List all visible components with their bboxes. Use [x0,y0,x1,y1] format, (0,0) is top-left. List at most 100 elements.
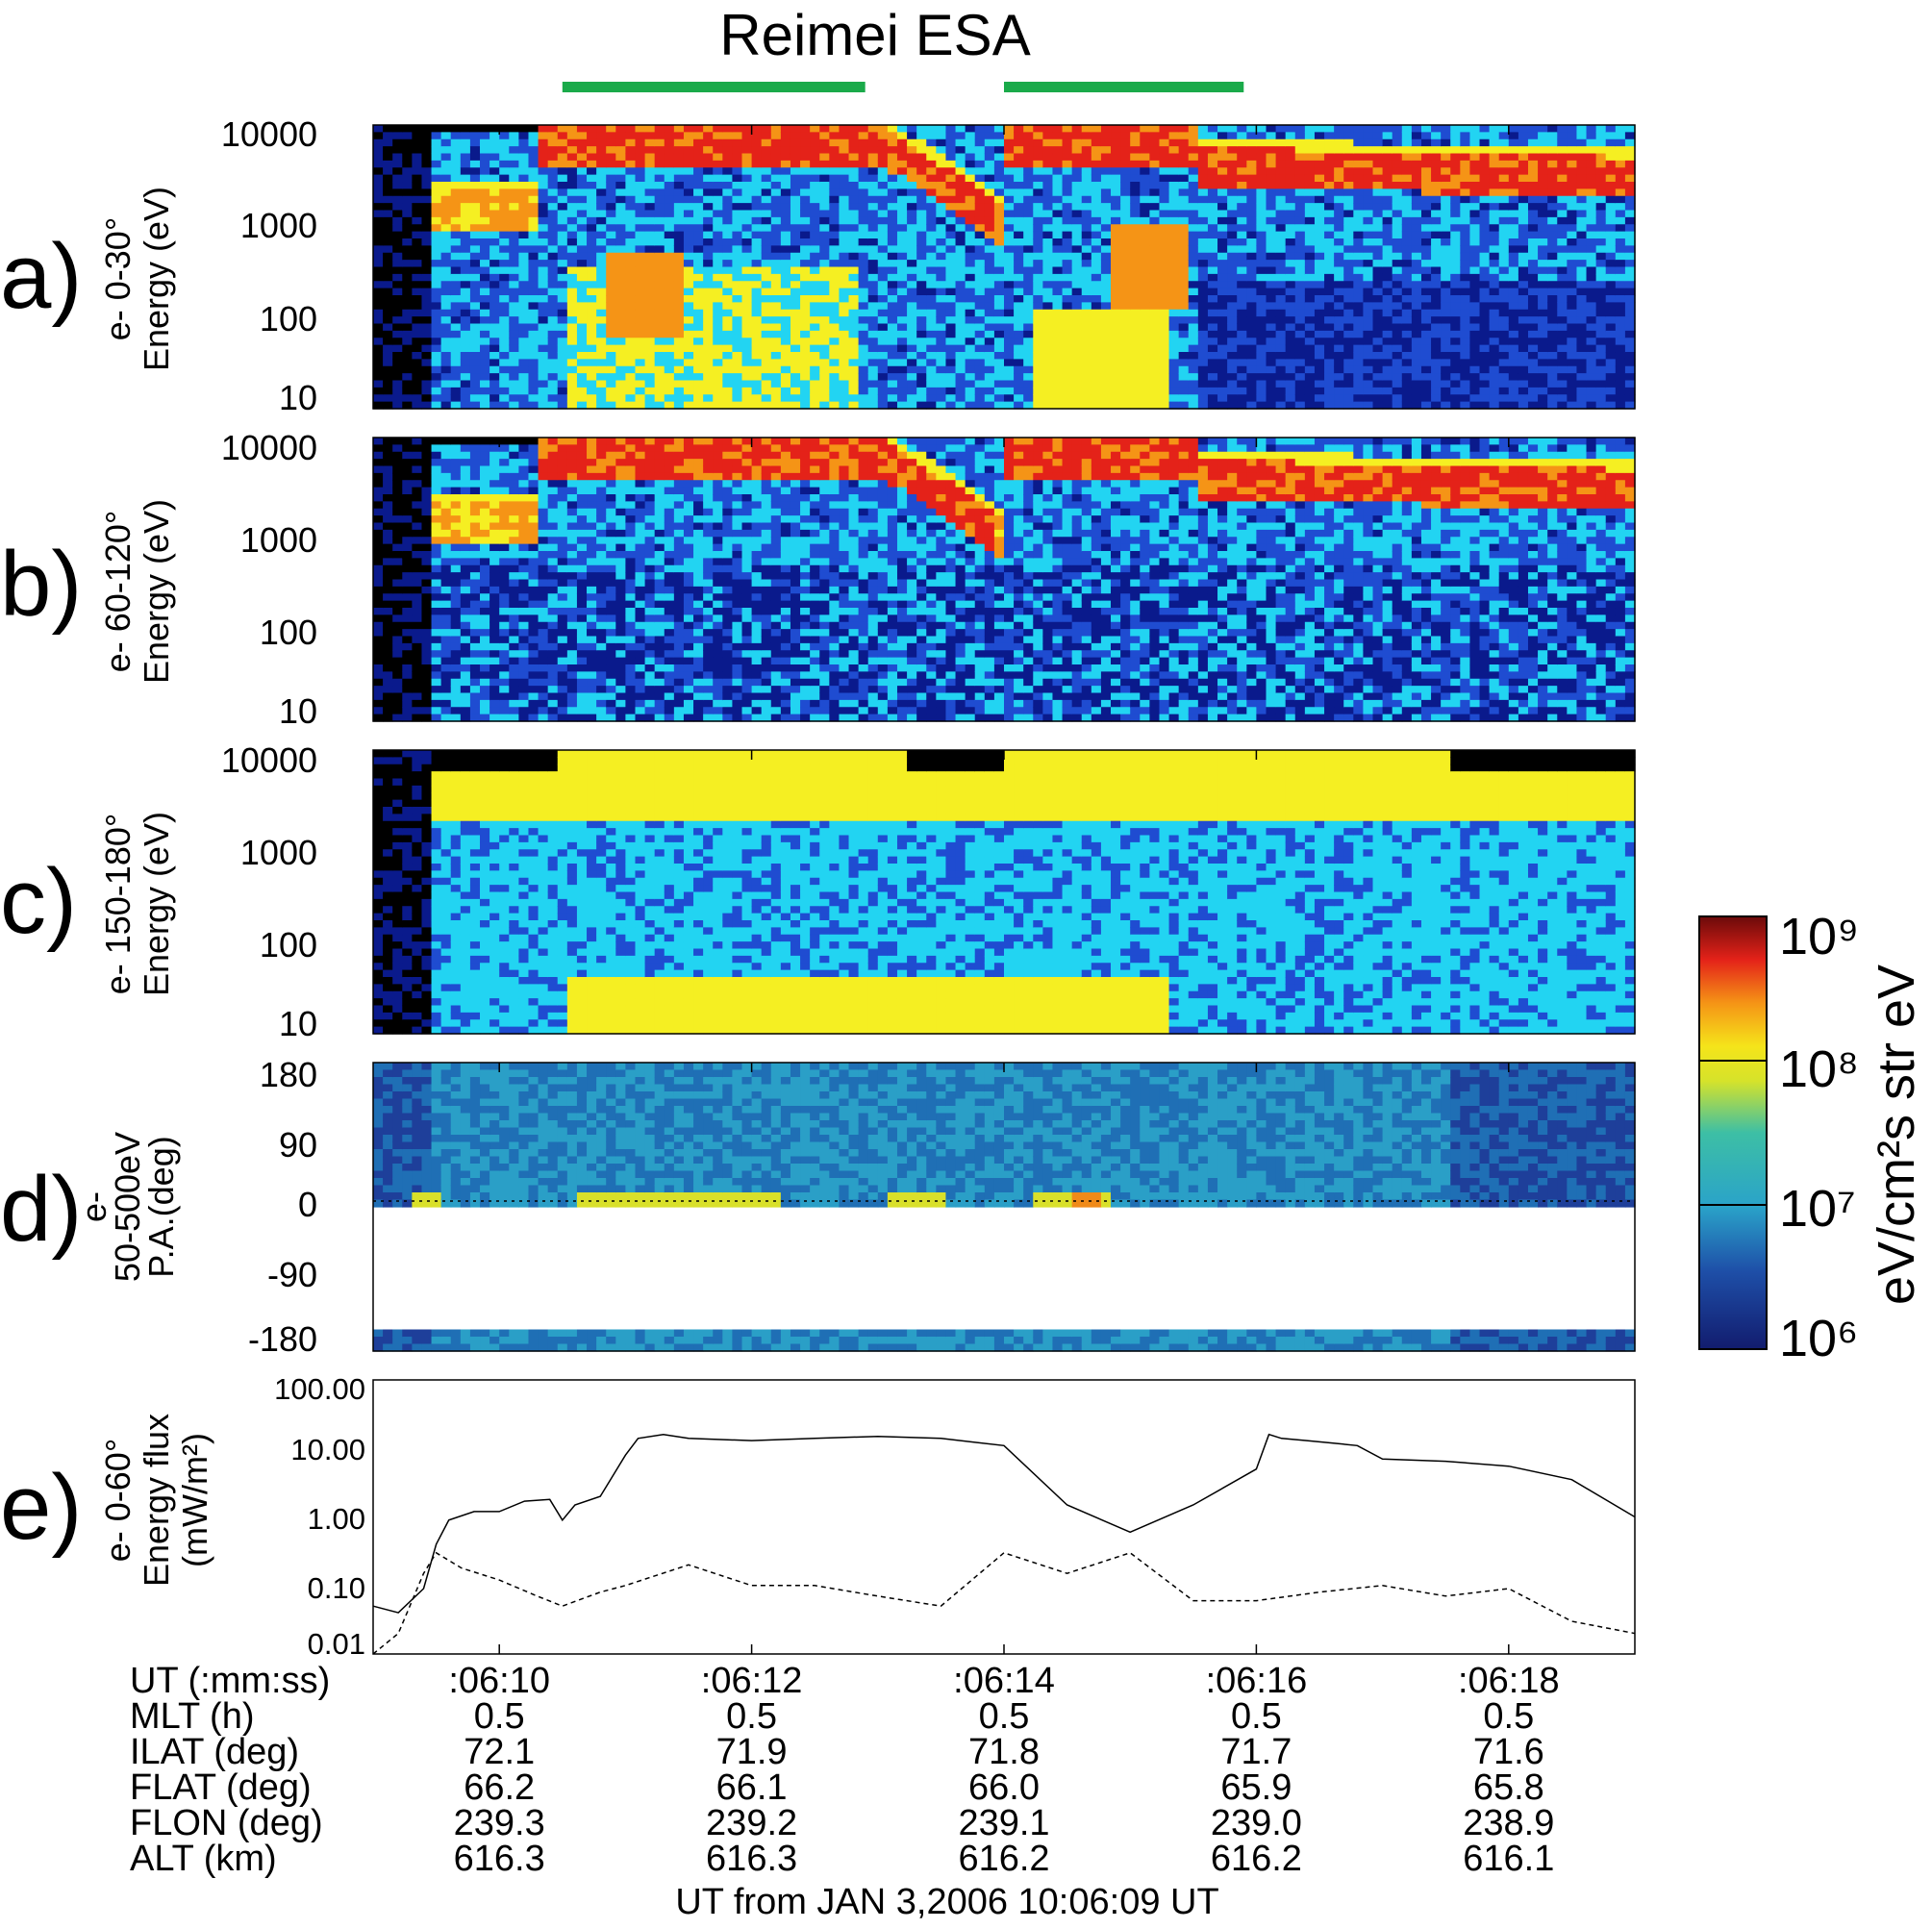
heatmap-cell [916,359,927,367]
heatmap-cell [1518,309,1529,317]
heatmap-cell [421,387,433,395]
heatmap-cell [1479,231,1491,239]
heatmap-cell [907,160,917,168]
heatmap-cell [829,182,841,189]
heatmap-cell [1547,160,1558,168]
heatmap-cell [1168,138,1180,147]
heatmap-cell [1527,330,1539,338]
heatmap-cell [1266,153,1277,162]
heatmap-cell [673,146,685,155]
heatmap-cell [1100,373,1112,382]
heatmap-cell [896,224,908,233]
heatmap-cell [1324,365,1335,374]
heatmap-cell [1023,344,1034,353]
heatmap-cell [732,174,743,183]
heatmap-cell [810,288,820,296]
heatmap-cell [1004,273,1015,282]
heatmap-cell [392,359,403,367]
heatmap-cell [1091,138,1102,147]
heatmap-cell [1197,288,1209,296]
heatmap-cell [1450,203,1461,212]
heatmap-cell [1014,365,1024,374]
heatmap-cell [1557,224,1568,233]
heatmap-cell [635,281,646,289]
heatmap-cell [664,316,675,325]
heatmap-cell [955,373,966,382]
heatmap-cell [1197,387,1209,395]
heatmap-cell [993,365,1005,374]
heatmap-cell [664,245,675,254]
heatmap-cell [1285,210,1296,218]
heatmap-cell [1266,330,1277,338]
heatmap-cell [1256,224,1267,233]
heatmap-cell [1023,138,1034,147]
heatmap-cell [1014,330,1024,338]
heatmap-cell [848,132,860,140]
heatmap-cell [703,359,714,367]
heatmap-cell [450,238,462,246]
heatmap-cell [1518,125,1529,133]
heatmap-cell [673,365,685,374]
heatmap-cell [440,260,452,268]
heatmap-cell [1168,273,1180,282]
heatmap-cell [392,387,403,395]
heatmap-cell [469,231,481,239]
heatmap-cell [518,316,530,325]
heatmap-cell [1217,153,1228,162]
heatmap-cell [907,252,917,261]
heatmap-cell [664,195,675,204]
heatmap-cell [1324,309,1335,317]
heatmap-cell [1188,295,1199,303]
heatmap-cell [1547,174,1558,183]
heatmap-cell [1052,245,1064,254]
heatmap-cell [1168,359,1180,367]
heatmap-cell [1411,309,1422,317]
heatmap-cell [654,174,665,183]
heatmap-cell [1052,316,1064,325]
heatmap-cell [1207,167,1218,176]
heatmap-cell [1343,260,1354,268]
heatmap-cell [460,138,471,147]
heatmap-cell [1431,295,1442,303]
heatmap-cell [1547,238,1558,246]
heatmap-cell [1382,323,1393,332]
heatmap-cell [1062,132,1073,140]
heatmap-cell [819,252,830,261]
heatmap-cell [1538,238,1548,246]
heatmap-cell [1294,338,1306,346]
heatmap-cell [1420,125,1432,133]
heatmap-cell [1363,238,1374,246]
heatmap-cell [615,295,626,303]
heatmap-cell [489,394,500,403]
heatmap-cell [722,216,734,225]
heatmap-cell [1460,316,1471,325]
heatmap-cell [566,352,578,360]
heatmap-cell [693,160,704,168]
heatmap-cell [1033,153,1043,162]
heatmap-cell [1275,302,1287,311]
heatmap-cell [1324,380,1335,388]
heatmap-cell [926,316,937,325]
heatmap-cell [499,195,510,204]
heatmap-cell [955,216,966,225]
heatmap-cell [1052,238,1064,246]
heatmap-cell [383,238,393,246]
heatmap-cell [480,153,490,162]
heatmap-cell [907,394,917,403]
heatmap-cell [1178,160,1190,168]
heatmap-cell [819,174,830,183]
heatmap-cell [1237,252,1247,261]
heatmap-cell [635,174,646,183]
heatmap-cell [440,344,452,353]
heatmap-cell [499,125,510,133]
heatmap-cell [1401,146,1413,155]
heatmap-cell [499,266,510,275]
heatmap-cell [1508,387,1519,395]
heatmap-cell [1120,195,1131,204]
heatmap-cell [955,387,966,395]
heatmap-cell [713,359,723,367]
heatmap-cell [538,210,549,218]
heatmap-cell [625,260,637,268]
heatmap-cell [1140,380,1150,388]
heatmap-cell [713,365,723,374]
